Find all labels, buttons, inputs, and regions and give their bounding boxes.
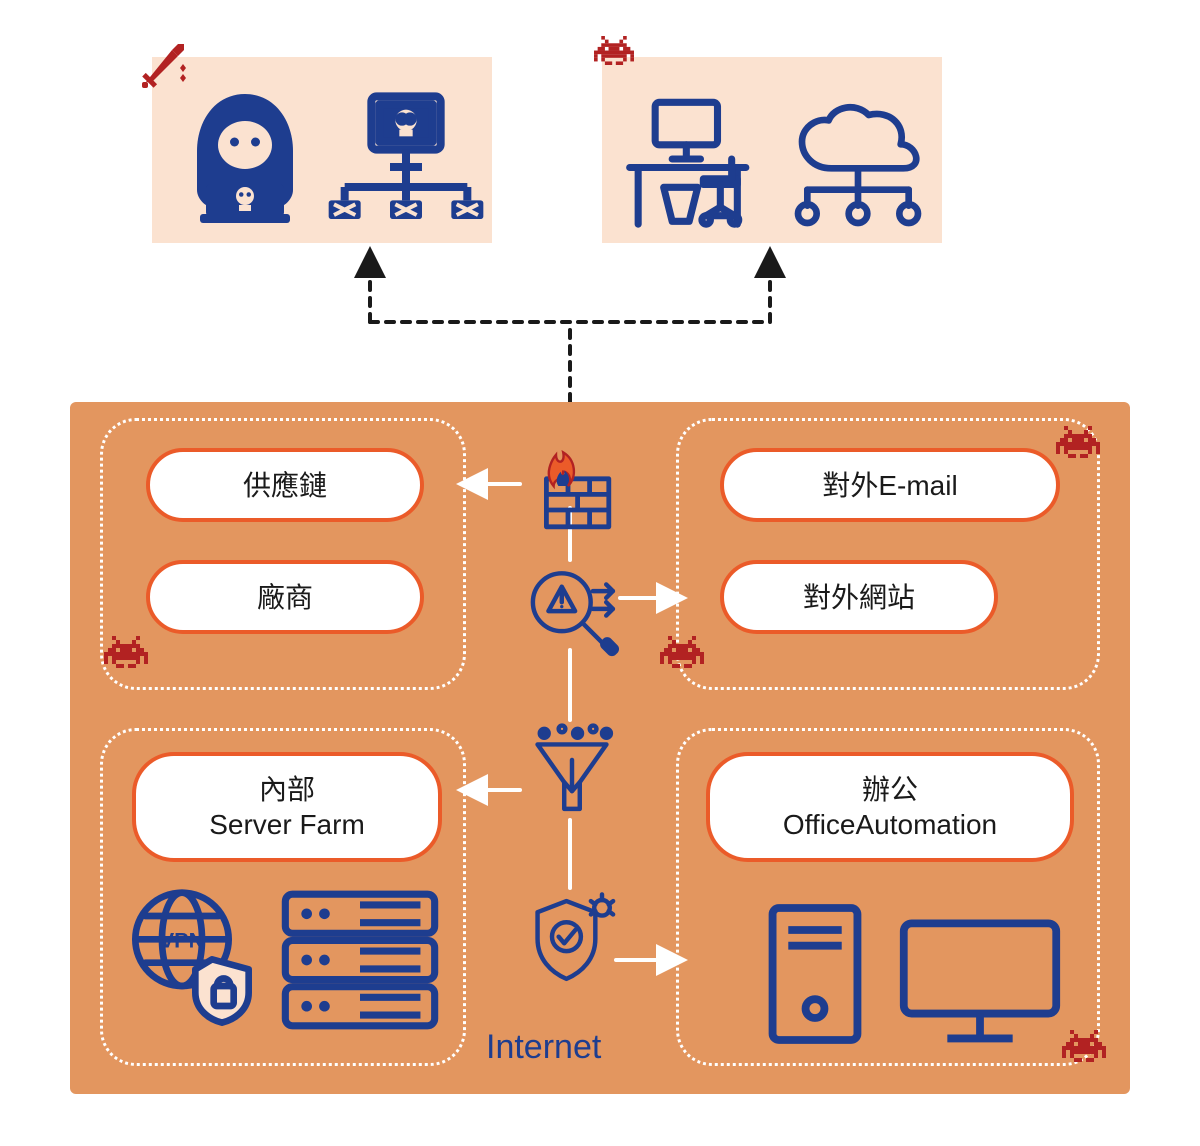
diagram-canvas: 供應鏈 廠商 對外E-mail 對外網站 內部 Server Farm 辦公 O… (0, 0, 1200, 1146)
vpn-icon: VPN (122, 876, 272, 1026)
firewall-icon (520, 438, 616, 534)
monitor-icon (890, 914, 1070, 1054)
invader-icon (104, 636, 148, 668)
pc-tower-icon (760, 894, 870, 1054)
threat-scan-icon (524, 560, 624, 660)
invader-icon (594, 36, 634, 65)
svg-text:VPN: VPN (160, 928, 205, 953)
server-rack-icon (270, 880, 450, 1040)
invader-icon (660, 636, 704, 668)
internet-label: Internet (486, 1028, 601, 1067)
filter-funnel-icon (522, 720, 622, 820)
invader-icon (1056, 426, 1100, 458)
invader-icon (1062, 1030, 1106, 1062)
antivirus-shield-icon (522, 890, 622, 990)
